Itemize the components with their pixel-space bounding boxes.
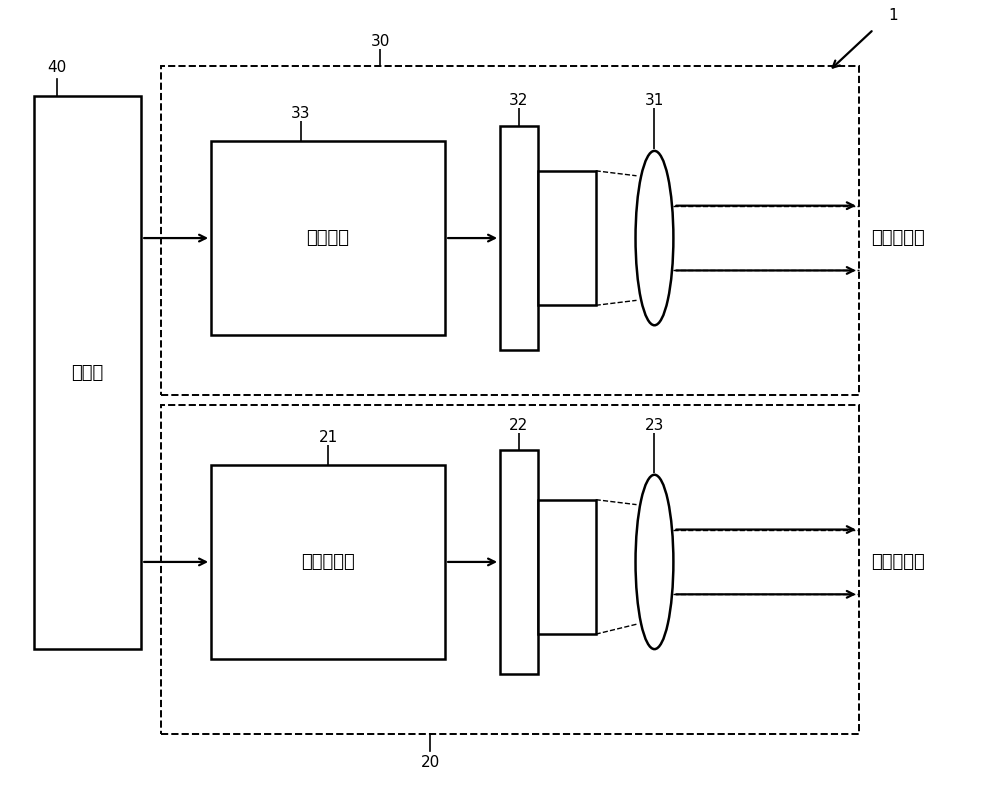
Text: 1: 1 — [889, 8, 898, 23]
Text: 40: 40 — [47, 60, 66, 75]
Bar — [161, 66, 859, 395]
Text: 33: 33 — [291, 106, 310, 121]
Bar — [500, 450, 538, 674]
Bar — [538, 500, 596, 634]
Bar — [161, 405, 859, 734]
Text: 20: 20 — [421, 754, 440, 770]
Bar — [500, 126, 538, 350]
Text: 反射的激光: 反射的激光 — [871, 229, 924, 247]
Ellipse shape — [636, 474, 673, 649]
Bar — [538, 170, 596, 306]
Text: 逻辑电路: 逻辑电路 — [307, 229, 350, 247]
Text: 32: 32 — [509, 93, 529, 108]
Ellipse shape — [636, 151, 673, 326]
Bar — [211, 465, 445, 659]
Text: 激光驱动器: 激光驱动器 — [301, 553, 355, 571]
Text: 22: 22 — [509, 418, 529, 433]
Text: 21: 21 — [318, 430, 338, 445]
Text: 辐射的激光: 辐射的激光 — [871, 553, 924, 571]
Bar — [211, 141, 445, 335]
Text: 31: 31 — [645, 93, 664, 108]
Text: 23: 23 — [645, 418, 664, 433]
Bar — [34, 96, 141, 649]
Text: 控制部: 控制部 — [71, 363, 104, 382]
Text: 30: 30 — [371, 34, 390, 50]
